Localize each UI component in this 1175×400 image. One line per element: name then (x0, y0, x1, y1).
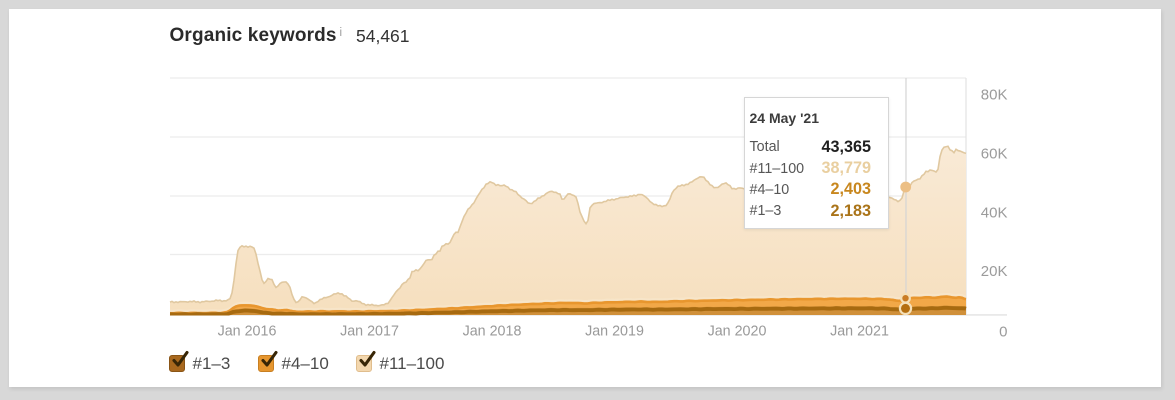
svg-text:Jan 2020: Jan 2020 (708, 324, 767, 340)
svg-text:20K: 20K (981, 263, 1008, 280)
svg-text:0: 0 (999, 323, 1007, 340)
svg-text:Jan 2021: Jan 2021 (830, 324, 889, 340)
svg-text:Jan 2017: Jan 2017 (340, 324, 399, 340)
svg-text:40K: 40K (981, 205, 1008, 222)
svg-text:80K: 80K (981, 87, 1008, 104)
svg-text:Jan 2018: Jan 2018 (463, 324, 522, 340)
svg-text:60K: 60K (981, 146, 1008, 163)
svg-text:Jan 2016: Jan 2016 (218, 324, 277, 340)
svg-text:Jan 2019: Jan 2019 (585, 324, 644, 340)
